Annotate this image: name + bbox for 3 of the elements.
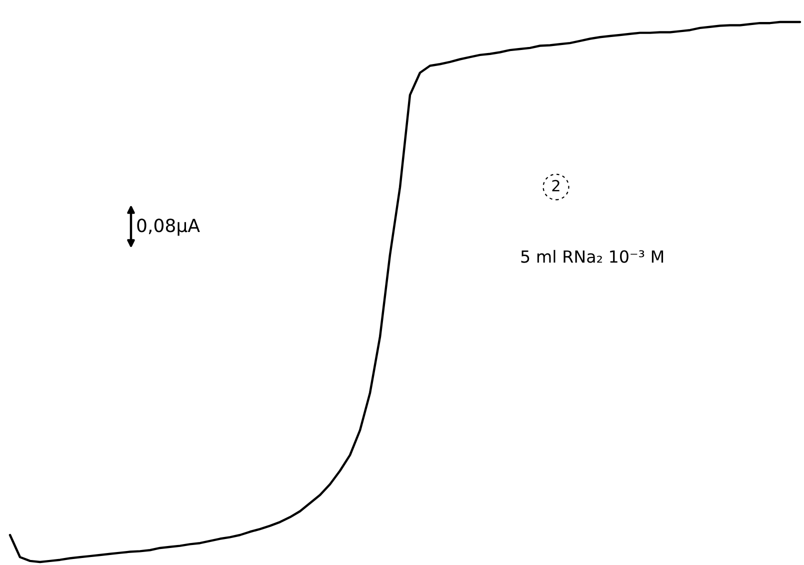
annotation: 2	[552, 180, 560, 192]
annotation: 0,08μA	[137, 218, 200, 236]
annotation: 5 ml RNa₂ 10⁻³ M	[521, 250, 664, 263]
